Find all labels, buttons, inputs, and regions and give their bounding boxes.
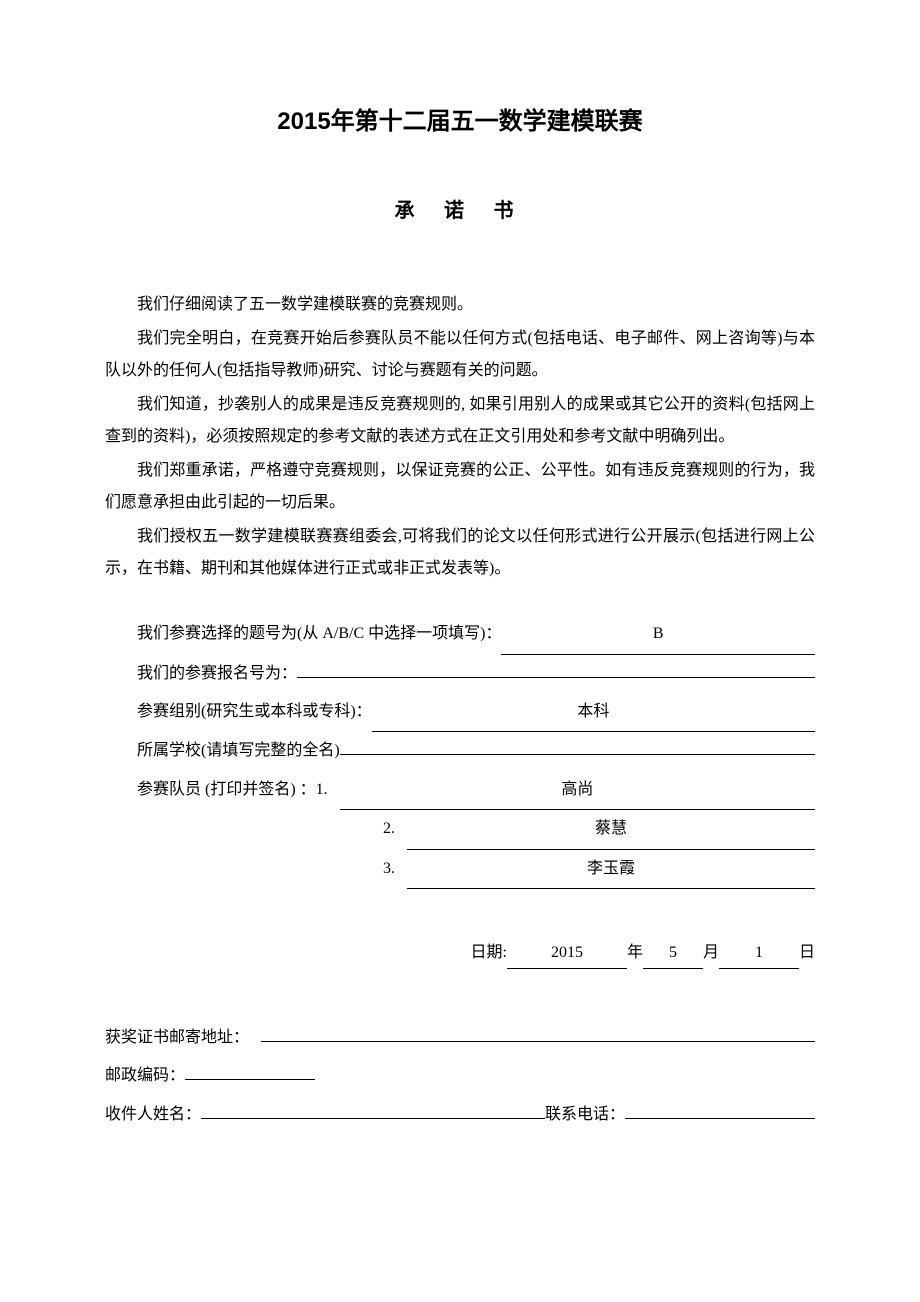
date-day-unit: 日	[799, 939, 815, 968]
member2-label: 2.	[383, 810, 395, 848]
member1-value: 高尚	[340, 771, 815, 810]
address-label: 获奖证书邮寄地址：	[105, 1019, 249, 1057]
paragraph-2: 我们完全明白，在竞赛开始后参赛队员不能以任何方式(包括电话、电子邮件、网上咨询等…	[105, 323, 815, 387]
page-subtitle: 承 诺 书	[105, 193, 815, 229]
address-value	[261, 1023, 815, 1042]
phone-value	[625, 1118, 815, 1119]
member3-value: 李玉霞	[407, 850, 815, 889]
question-line: 我们参赛选择的题号为(从 A/B/C 中选择一项填写)： B	[105, 615, 815, 654]
date-year-unit: 年	[627, 939, 643, 968]
paragraph-3: 我们知道，抄袭别人的成果是违反竞赛规则的, 如果引用别人的成果或其它公开的资料(…	[105, 389, 815, 453]
paragraph-5: 我们授权五一数学建模联赛赛组委会,可将我们的论文以任何形式进行公开展示(包括进行…	[105, 521, 815, 585]
date-month: 5	[643, 939, 703, 969]
registration-label: 我们的参赛报名号为：	[105, 655, 297, 693]
members-label: 参赛队员 (打印并签名) ：1.	[105, 771, 328, 809]
postal-value	[185, 1079, 315, 1080]
date-year: 2015	[507, 939, 627, 969]
member3-label: 3.	[383, 850, 395, 888]
category-label: 参赛组别(研究生或本科或专科)：	[105, 693, 372, 731]
member3-line: 3. 李玉霞	[105, 850, 815, 889]
date-section: 日期: 2015 年 5 月 1 日	[105, 939, 815, 969]
date-day: 1	[719, 939, 799, 969]
date-month-unit: 月	[703, 939, 719, 968]
school-value	[340, 736, 815, 755]
category-value: 本科	[372, 693, 815, 732]
postal-label: 邮政编码：	[105, 1057, 185, 1095]
receiver-line: 收件人姓名： 联系电话：	[105, 1096, 815, 1134]
paragraph-4: 我们郑重承诺，严格遵守竞赛规则，以保证竞赛的公正、公平性。如有违反竞赛规则的行为…	[105, 455, 815, 519]
page-title: 2015年第十二届五一数学建模联赛	[105, 100, 815, 143]
form-section: 我们参赛选择的题号为(从 A/B/C 中选择一项填写)： B 我们的参赛报名号为…	[105, 615, 815, 889]
member1-line: 参赛队员 (打印并签名) ：1. 高尚	[105, 771, 815, 810]
registration-line: 我们的参赛报名号为：	[105, 655, 815, 693]
postal-line: 邮政编码：	[105, 1057, 815, 1095]
question-label: 我们参赛选择的题号为(从 A/B/C 中选择一项填写)：	[105, 615, 501, 653]
address-line: 获奖证书邮寄地址：	[105, 1019, 815, 1057]
category-line: 参赛组别(研究生或本科或专科)： 本科	[105, 693, 815, 732]
phone-label: 联系电话：	[545, 1096, 625, 1134]
school-line: 所属学校(请填写完整的全名)	[105, 732, 815, 770]
paragraph-1: 我们仔细阅读了五一数学建模联赛的竞赛规则。	[105, 289, 815, 321]
receiver-value	[201, 1099, 545, 1118]
receiver-label: 收件人姓名：	[105, 1096, 201, 1134]
school-label: 所属学校(请填写完整的全名)	[105, 732, 340, 770]
registration-value	[297, 658, 815, 677]
member2-value: 蔡慧	[407, 810, 815, 849]
contact-section: 获奖证书邮寄地址： 邮政编码： 收件人姓名： 联系电话：	[105, 1019, 815, 1134]
date-label: 日期:	[471, 939, 507, 968]
question-value: B	[501, 615, 815, 654]
member2-line: 2. 蔡慧	[105, 810, 815, 849]
